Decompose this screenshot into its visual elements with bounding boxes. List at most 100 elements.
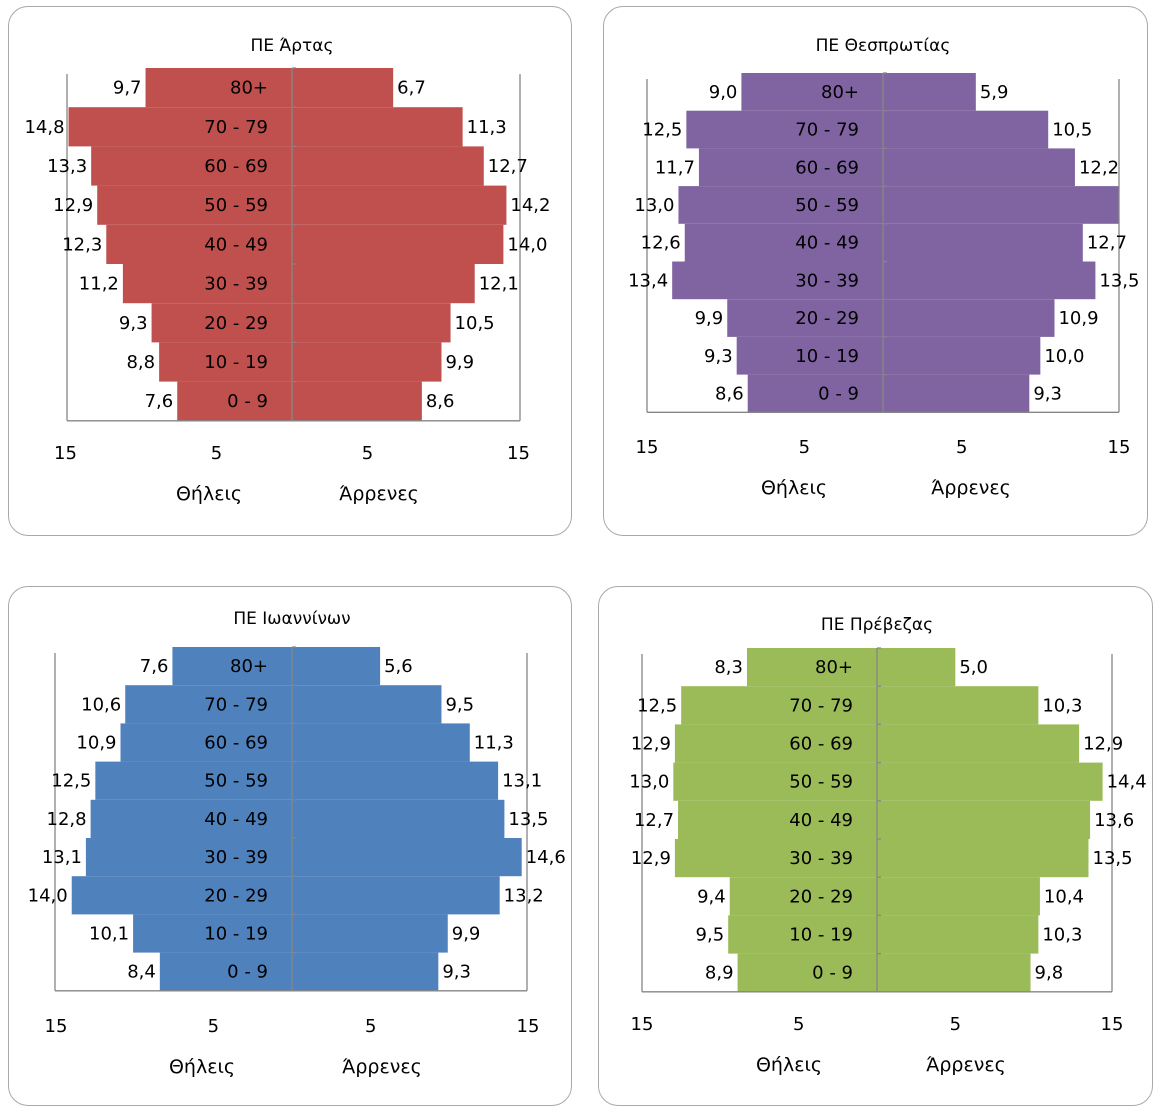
male-bar — [292, 761, 499, 800]
male-bar — [292, 685, 442, 724]
male-value-label: 12,7 — [488, 156, 528, 177]
female-bar — [85, 838, 292, 877]
male-bar — [883, 223, 1083, 262]
male-value-label: 14,4 — [1107, 772, 1147, 793]
female-bar — [177, 381, 292, 421]
age-group-label: 20 - 29 — [789, 886, 853, 907]
male-bar — [292, 68, 394, 108]
female-bar — [678, 186, 883, 224]
female-bar — [71, 876, 292, 915]
male-value-label: 12,2 — [1079, 157, 1119, 178]
male-value-label: 14,0 — [507, 234, 547, 255]
male-value-label: 12,1 — [479, 274, 519, 295]
female-value-label: 8,9 — [705, 963, 734, 984]
male-bar — [292, 107, 463, 147]
male-bar — [292, 876, 500, 915]
female-bar — [674, 839, 877, 878]
chart-panel-ioannina: ΠΕ Ιωαννίνων 0 - 9 8,4 9,3 10 - 19 10,1 9,9 20 … — [8, 586, 572, 1106]
age-group-label: 70 - 79 — [789, 695, 853, 716]
age-group-label: 80+ — [230, 656, 268, 677]
male-bar — [292, 342, 442, 382]
male-value-label: 9,9 — [445, 352, 474, 373]
age-group-label: 30 - 39 — [789, 848, 853, 869]
x-tick-label: 15 — [45, 1016, 68, 1037]
male-value-label: 10,5 — [1052, 120, 1092, 141]
male-bar — [877, 762, 1103, 801]
pyramid-chart-preveza: ΠΕ Πρέβεζας 0 - 9 8,9 9,8 10 - 19 9,5 10,3 20 -… — [629, 615, 1147, 1076]
female-value-label: 10,1 — [89, 924, 129, 945]
female-value-label: 9,0 — [709, 82, 738, 103]
age-group-label: 20 - 29 — [204, 885, 268, 906]
x-tick-label: 5 — [208, 1016, 219, 1037]
age-group-label: 30 - 39 — [204, 847, 268, 868]
age-group-label: 50 - 59 — [204, 771, 268, 792]
female-bar — [736, 336, 883, 375]
pyramid-chart-arta: ΠΕ Άρτας 0 - 9 7,6 8,6 10 - 19 8,8 9,9 20 - 29 9… — [24, 36, 550, 505]
female-value-label: 10,9 — [76, 733, 116, 754]
age-group-label: 80+ — [815, 657, 853, 678]
male-axis-label: Άρρενες — [931, 477, 1011, 499]
male-bar — [292, 723, 470, 762]
female-value-label: 12,6 — [641, 233, 681, 254]
male-value-label: 9,5 — [445, 694, 474, 715]
female-bar — [729, 877, 877, 916]
male-bar — [877, 915, 1039, 954]
female-bar — [673, 762, 877, 801]
female-value-label: 9,7 — [113, 78, 142, 99]
female-value-label: 14,0 — [28, 885, 68, 906]
female-value-label: 13,1 — [42, 847, 82, 868]
female-value-label: 7,6 — [140, 656, 169, 677]
male-axis-label: Άρρενες — [926, 1054, 1006, 1076]
female-bar — [746, 648, 877, 687]
age-group-label: 0 - 9 — [227, 391, 268, 412]
female-bar — [678, 800, 877, 839]
male-bar — [292, 185, 507, 225]
age-group-label: 0 - 9 — [818, 383, 859, 404]
female-value-label: 12,9 — [631, 848, 671, 869]
x-tick-label: 15 — [631, 1014, 654, 1035]
female-value-label: 9,5 — [696, 925, 725, 946]
male-bar — [292, 264, 475, 304]
female-bar — [698, 148, 883, 187]
age-group-label: 20 - 29 — [795, 308, 859, 329]
female-bar — [674, 724, 877, 763]
female-axis-label: Θήλεις — [176, 483, 242, 505]
age-group-label: 0 - 9 — [812, 963, 853, 984]
age-group-label: 50 - 59 — [789, 772, 853, 793]
female-bar — [684, 223, 883, 262]
male-value-label: 5,6 — [384, 656, 413, 677]
age-group-label: 0 - 9 — [227, 962, 268, 983]
male-value-label: 9,3 — [442, 962, 471, 983]
female-bar — [672, 261, 883, 300]
female-value-label: 14,8 — [24, 117, 64, 138]
male-value-label: 12,9 — [1083, 734, 1123, 755]
male-bar — [883, 110, 1049, 149]
female-value-label: 8,3 — [714, 657, 743, 678]
age-group-label: 30 - 39 — [795, 270, 859, 291]
female-value-label: 9,9 — [695, 308, 724, 329]
male-value-label: 5,0 — [959, 657, 988, 678]
female-bar — [747, 374, 883, 413]
female-value-label: 12,7 — [634, 810, 674, 831]
female-bar — [91, 146, 292, 186]
age-group-label: 10 - 19 — [204, 924, 268, 945]
age-group-label: 80+ — [230, 78, 268, 99]
male-value-label: 13,5 — [508, 809, 548, 830]
female-bar — [145, 68, 292, 108]
chart-title: ΠΕ Ιωαννίνων — [233, 609, 350, 629]
male-bar — [883, 336, 1041, 375]
female-value-label: 12,5 — [642, 120, 682, 141]
male-value-label: 12,7 — [1087, 233, 1127, 254]
male-value-label: 13,5 — [1099, 270, 1139, 291]
male-value-label: 13,1 — [502, 771, 542, 792]
female-axis-label: Θήλεις — [761, 477, 827, 499]
chart-title: ΠΕ Πρέβεζας — [821, 615, 933, 635]
female-value-label: 9,4 — [697, 886, 726, 907]
male-value-label: 11,3 — [467, 117, 507, 138]
female-value-label: 7,6 — [145, 391, 174, 412]
female-value-label: 8,8 — [126, 352, 155, 373]
male-bar — [883, 374, 1030, 413]
male-value-label: 11,3 — [474, 733, 514, 754]
male-value-label: 6,7 — [397, 78, 426, 99]
female-bar — [95, 761, 292, 800]
